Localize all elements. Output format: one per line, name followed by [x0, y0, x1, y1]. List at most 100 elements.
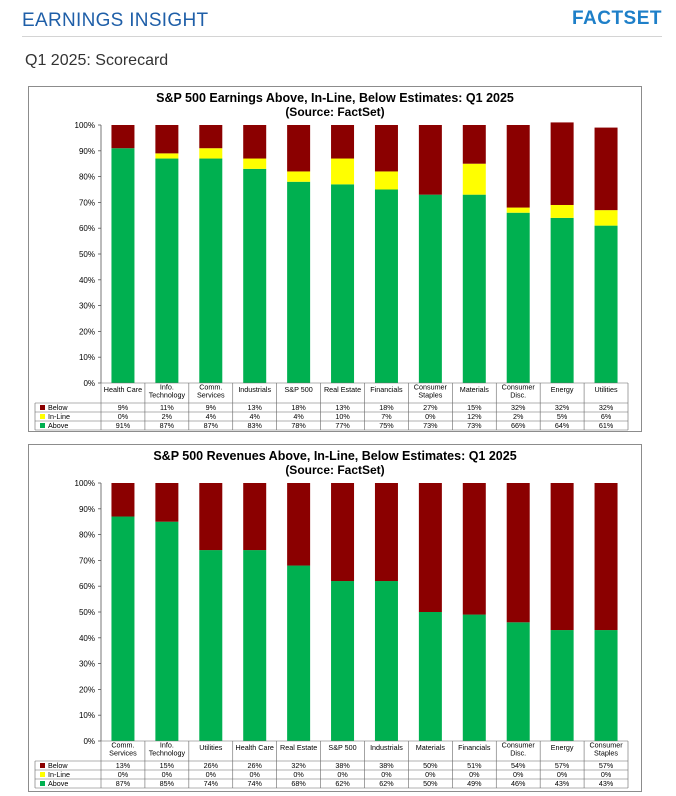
category-label: Materials — [460, 385, 490, 394]
y-tick-label: 20% — [79, 685, 95, 694]
category-label: Real Estate — [280, 743, 317, 752]
table-value-in-line: 0% — [557, 770, 568, 779]
bar-below — [594, 127, 618, 211]
y-tick-label: 40% — [79, 276, 95, 285]
y-tick-label: 10% — [79, 711, 95, 720]
bar-in-line — [594, 210, 618, 226]
category-label: Energy — [551, 385, 574, 394]
y-tick-label: 0% — [83, 379, 95, 388]
header-divider — [22, 36, 662, 37]
bar-below — [287, 125, 311, 172]
bar-in-line — [243, 158, 267, 169]
chart-title: S&P 500 Revenues Above, In-Line, Below E… — [153, 449, 516, 463]
table-value-in-line: 2% — [513, 412, 524, 421]
category-label: Utilities — [199, 743, 223, 752]
bar-below — [155, 125, 179, 154]
y-tick-label: 40% — [79, 634, 95, 643]
bar-in-line — [506, 207, 530, 213]
bar-in-line — [550, 204, 574, 218]
category-label: Financials — [458, 743, 491, 752]
table-value-above: 43% — [555, 779, 570, 788]
revenues-chart-panel: S&P 500 Revenues Above, In-Line, Below E… — [28, 444, 642, 792]
bar-below — [462, 483, 486, 615]
table-value-below: 32% — [599, 403, 614, 412]
category-label: Consumer — [502, 741, 536, 750]
table-value-above: 74% — [204, 779, 219, 788]
bar-below — [374, 483, 398, 582]
category-label: S&P 500 — [285, 385, 313, 394]
table-value-above: 66% — [511, 421, 526, 430]
category-label: Materials — [416, 743, 446, 752]
table-value-above: 87% — [116, 779, 131, 788]
category-label: Disc. — [510, 391, 526, 400]
table-value-below: 15% — [467, 403, 482, 412]
bar-below — [550, 122, 574, 205]
table-value-in-line: 0% — [425, 770, 436, 779]
bar-in-line — [331, 158, 355, 185]
bar-in-line — [199, 148, 223, 159]
legend-key-above — [40, 781, 45, 786]
table-value-in-line: 0% — [118, 770, 129, 779]
table-value-below: 38% — [379, 761, 394, 770]
table-value-below: 26% — [204, 761, 219, 770]
bar-above — [199, 158, 223, 383]
category-label: Utilities — [594, 385, 618, 394]
bar-above — [155, 521, 179, 741]
bar-below — [462, 125, 486, 164]
table-value-in-line: 0% — [425, 412, 436, 421]
bar-above — [155, 158, 179, 383]
table-value-in-line: 0% — [162, 770, 173, 779]
bar-below — [199, 125, 223, 149]
table-value-above: 87% — [160, 421, 175, 430]
bar-in-line — [155, 153, 179, 159]
table-value-above: 77% — [335, 421, 350, 430]
y-tick-label: 50% — [79, 608, 95, 617]
table-value-in-line: 0% — [469, 770, 480, 779]
table-value-above: 46% — [511, 779, 526, 788]
bar-above — [199, 550, 223, 741]
bar-above — [243, 168, 267, 383]
y-tick-label: 70% — [79, 198, 95, 207]
bar-below — [594, 483, 618, 631]
bar-above — [550, 217, 574, 383]
page-subtitle: Q1 2025: Scorecard — [25, 52, 169, 69]
table-value-in-line: 10% — [335, 412, 350, 421]
table-value-above: 87% — [204, 421, 219, 430]
bar-above — [287, 181, 311, 383]
table-value-below: 32% — [511, 403, 526, 412]
bar-below — [331, 483, 355, 582]
bar-above — [506, 212, 530, 383]
bar-above — [111, 516, 135, 741]
bar-above — [331, 184, 355, 383]
table-value-in-line: 4% — [250, 412, 261, 421]
category-label: Energy — [551, 743, 574, 752]
legend-label: In-Line — [48, 412, 70, 421]
table-value-below: 27% — [423, 403, 438, 412]
bar-below — [550, 483, 574, 631]
table-value-below: 54% — [511, 761, 526, 770]
legend-key-in-line — [40, 414, 45, 419]
bar-above — [287, 565, 311, 741]
table-value-above: 73% — [423, 421, 438, 430]
table-value-below: 11% — [160, 403, 174, 412]
table-value-above: 91% — [116, 421, 131, 430]
table-value-above: 49% — [467, 779, 482, 788]
y-tick-label: 70% — [79, 556, 95, 565]
bar-below — [506, 483, 530, 623]
bar-above — [331, 581, 355, 741]
y-tick-label: 80% — [79, 173, 95, 182]
bar-in-line — [462, 163, 486, 195]
table-value-above: 64% — [555, 421, 570, 430]
bar-above — [374, 189, 398, 383]
category-label: Disc. — [510, 749, 526, 758]
category-label: S&P 500 — [328, 743, 356, 752]
y-tick-label: 20% — [79, 327, 95, 336]
table-value-below: 15% — [160, 761, 175, 770]
category-label: Comm. — [111, 741, 134, 750]
table-value-in-line: 6% — [601, 412, 612, 421]
category-label: Industrials — [370, 743, 403, 752]
category-label: Consumer — [589, 741, 623, 750]
bar-above — [462, 614, 486, 741]
table-value-below: 32% — [291, 761, 306, 770]
factset-logo: FACTSET — [571, 8, 662, 29]
